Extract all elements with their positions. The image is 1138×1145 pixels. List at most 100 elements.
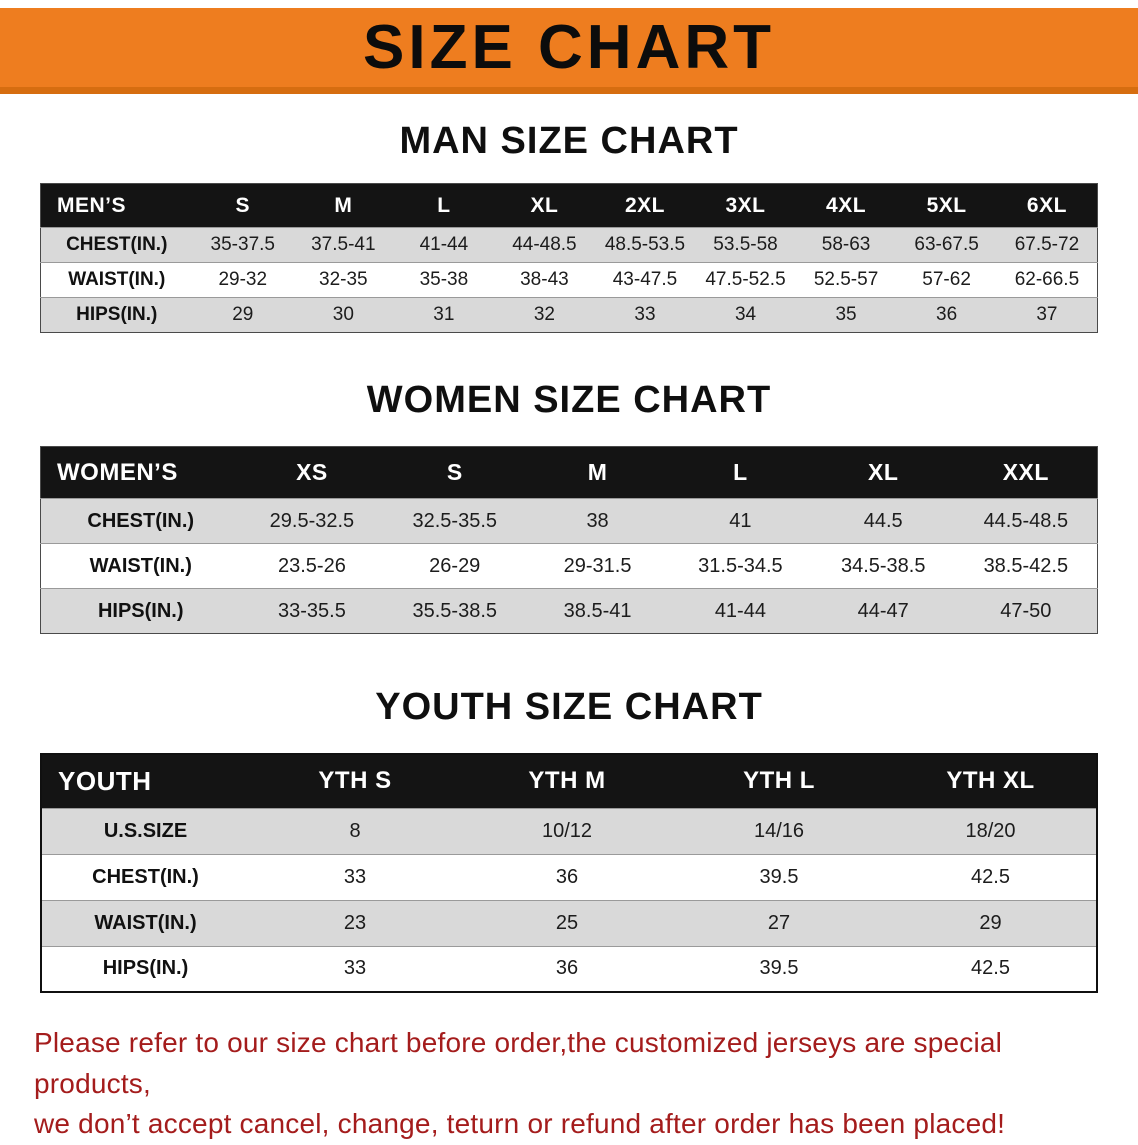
row-label: CHEST(IN.): [87, 509, 195, 532]
size-value-cell: 31.5-34.5: [698, 554, 783, 577]
row-label: WAIST(IN.): [68, 269, 166, 290]
youth-header-row: YOUTH YTH S YTH M YTH L YTH XL: [41, 754, 1097, 808]
size-value-cell: 18/20: [965, 819, 1016, 842]
size-value-cell: 39.5: [759, 957, 799, 980]
size-value-cell: 33: [343, 957, 367, 980]
size-value-cell: 34.5-38.5: [840, 554, 926, 577]
size-value-cell: 44-48.5: [512, 234, 577, 255]
size-value-cell: 32.5-35.5: [412, 509, 497, 532]
size-value-cell: 32-35: [319, 269, 368, 290]
size-value-cell: 37.5-41: [311, 234, 376, 255]
row-label: HIPS(IN.): [76, 304, 158, 325]
size-value-cell: 31: [433, 304, 455, 325]
order-note-line2: we don’t accept cancel, change, teturn o…: [34, 1108, 1006, 1140]
size-value-cell: 33: [343, 865, 367, 888]
order-note-line1: Please refer to our size chart before or…: [34, 1027, 1003, 1099]
women-header-row: WOMEN’S XS S M L XL XXL: [40, 446, 1098, 499]
size-header-cell: 4XL: [795, 183, 897, 228]
page-title: SIZE CHART: [363, 13, 775, 82]
size-value-cell: 38-43: [520, 269, 569, 290]
size-value-cell: 33: [634, 304, 656, 325]
table-row: WAIST(IN.) 23.5-26 26-29 29-31.5 31.5-34…: [40, 543, 1098, 589]
size-value-cell: 26-29: [429, 554, 481, 577]
row-label: WAIST(IN.): [94, 911, 197, 934]
size-value-cell: 27: [767, 911, 791, 934]
size-value-cell: 41: [729, 509, 752, 532]
row-label: HIPS(IN.): [97, 599, 184, 622]
men-heading: MAN SIZE CHART: [399, 120, 739, 162]
size-value-cell: 36: [555, 865, 579, 888]
table-row: CHEST(IN.) 29.5-32.5 32.5-35.5 38 41 44.…: [40, 498, 1098, 544]
size-value-cell: 57-62: [922, 269, 971, 290]
size-value-cell: 43-47.5: [612, 269, 678, 290]
men-section: MAN SIZE CHART MEN’S S M L XL 2XL 3XL 4X…: [0, 120, 1138, 333]
men-size-table: MEN’S S M L XL 2XL 3XL 4XL 5XL 6XL CHEST…: [40, 183, 1098, 333]
size-value-cell: 62-66.5: [1014, 269, 1080, 290]
size-value-cell: 35-38: [419, 269, 469, 290]
size-value-cell: 42.5: [971, 957, 1010, 980]
row-label: CHEST(IN.): [66, 234, 168, 255]
size-value-cell: 29-32: [218, 269, 268, 290]
size-value-cell: 42.5: [971, 865, 1010, 888]
size-header-cell: XS: [240, 446, 384, 499]
women-table-title: WOMEN’S: [40, 446, 241, 499]
size-value-cell: 37: [1036, 304, 1058, 325]
size-value-cell: 44.5: [863, 509, 903, 532]
size-value-cell: 32: [533, 304, 555, 325]
size-header-cell: S: [383, 446, 527, 499]
size-value-cell: 38: [586, 509, 609, 532]
size-value-cell: 34: [734, 304, 757, 325]
table-row: U.S.SIZE 8 10/12 14/16 18/20: [41, 808, 1097, 854]
size-value-cell: 29: [232, 304, 254, 325]
youth-size-table: YOUTH YTH S YTH M YTH L YTH XL U.S.SIZE …: [40, 753, 1098, 993]
table-row: CHEST(IN.) 35-37.5 37.5-41 41-44 44-48.5…: [40, 227, 1098, 263]
table-row: HIPS(IN.) 29 30 31 32 33 34 35 36 37: [40, 297, 1098, 333]
row-label: WAIST(IN.): [89, 554, 192, 577]
size-header-cell: XL: [494, 183, 595, 228]
size-header-cell: S: [192, 183, 294, 228]
size-value-cell: 38.5-42.5: [983, 554, 1069, 577]
size-value-cell: 35: [835, 304, 857, 325]
women-heading: WOMEN SIZE CHART: [366, 379, 772, 421]
size-value-cell: 47.5-52.5: [705, 269, 786, 290]
table-row: WAIST(IN.) 23 25 27 29: [41, 900, 1097, 946]
size-value-cell: 41-44: [714, 599, 766, 622]
table-row: WAIST(IN.) 29-32 32-35 35-38 38-43 43-47…: [40, 262, 1098, 298]
youth-table-title: YOUTH: [41, 754, 249, 808]
youth-heading: YOUTH SIZE CHART: [375, 686, 763, 728]
size-value-cell: 53.5-58: [713, 234, 778, 255]
size-chart-page: SIZE CHART MAN SIZE CHART MEN’S S M L XL…: [0, 8, 1138, 1140]
size-header-cell: 3XL: [695, 183, 796, 228]
size-header-cell: YTH XL: [885, 754, 1097, 808]
size-value-cell: 36: [936, 304, 958, 325]
size-header-cell: L: [668, 446, 812, 499]
men-header-row: MEN’S S M L XL 2XL 3XL 4XL 5XL 6XL: [40, 183, 1098, 228]
size-header-cell: YTH S: [249, 754, 461, 808]
table-row: CHEST(IN.) 33 36 39.5 42.5: [41, 854, 1097, 900]
size-value-cell: 38.5-41: [563, 599, 632, 622]
size-header-cell: M: [293, 183, 394, 228]
size-header-cell: 5XL: [896, 183, 997, 228]
size-header-cell: XL: [811, 446, 955, 499]
size-value-cell: 58-63: [821, 234, 871, 255]
size-value-cell: 39.5: [759, 865, 799, 888]
size-value-cell: 48.5-53.5: [604, 234, 686, 255]
size-header-cell: 2XL: [594, 183, 696, 228]
row-label: U.S.SIZE: [103, 819, 188, 842]
size-value-cell: 8: [349, 819, 361, 842]
size-value-cell: 23.5-26: [277, 554, 346, 577]
size-header-cell: 6XL: [996, 183, 1098, 228]
size-value-cell: 14/16: [753, 819, 805, 842]
row-label: CHEST(IN.): [92, 865, 199, 888]
women-section: WOMEN SIZE CHART WOMEN’S XS S M L XL XXL…: [0, 379, 1138, 634]
size-value-cell: 29: [979, 911, 1002, 934]
size-value-cell: 52.5-57: [813, 269, 879, 290]
table-row: HIPS(IN.) 33-35.5 35.5-38.5 38.5-41 41-4…: [40, 588, 1098, 634]
size-value-cell: 35.5-38.5: [412, 599, 497, 622]
size-value-cell: 30: [332, 304, 354, 325]
table-row: HIPS(IN.) 33 36 39.5 42.5: [41, 946, 1097, 992]
size-value-cell: 33-35.5: [277, 599, 346, 622]
size-header-cell: M: [526, 446, 669, 499]
size-value-cell: 47-50: [1000, 599, 1052, 622]
size-value-cell: 63-67.5: [914, 234, 979, 255]
